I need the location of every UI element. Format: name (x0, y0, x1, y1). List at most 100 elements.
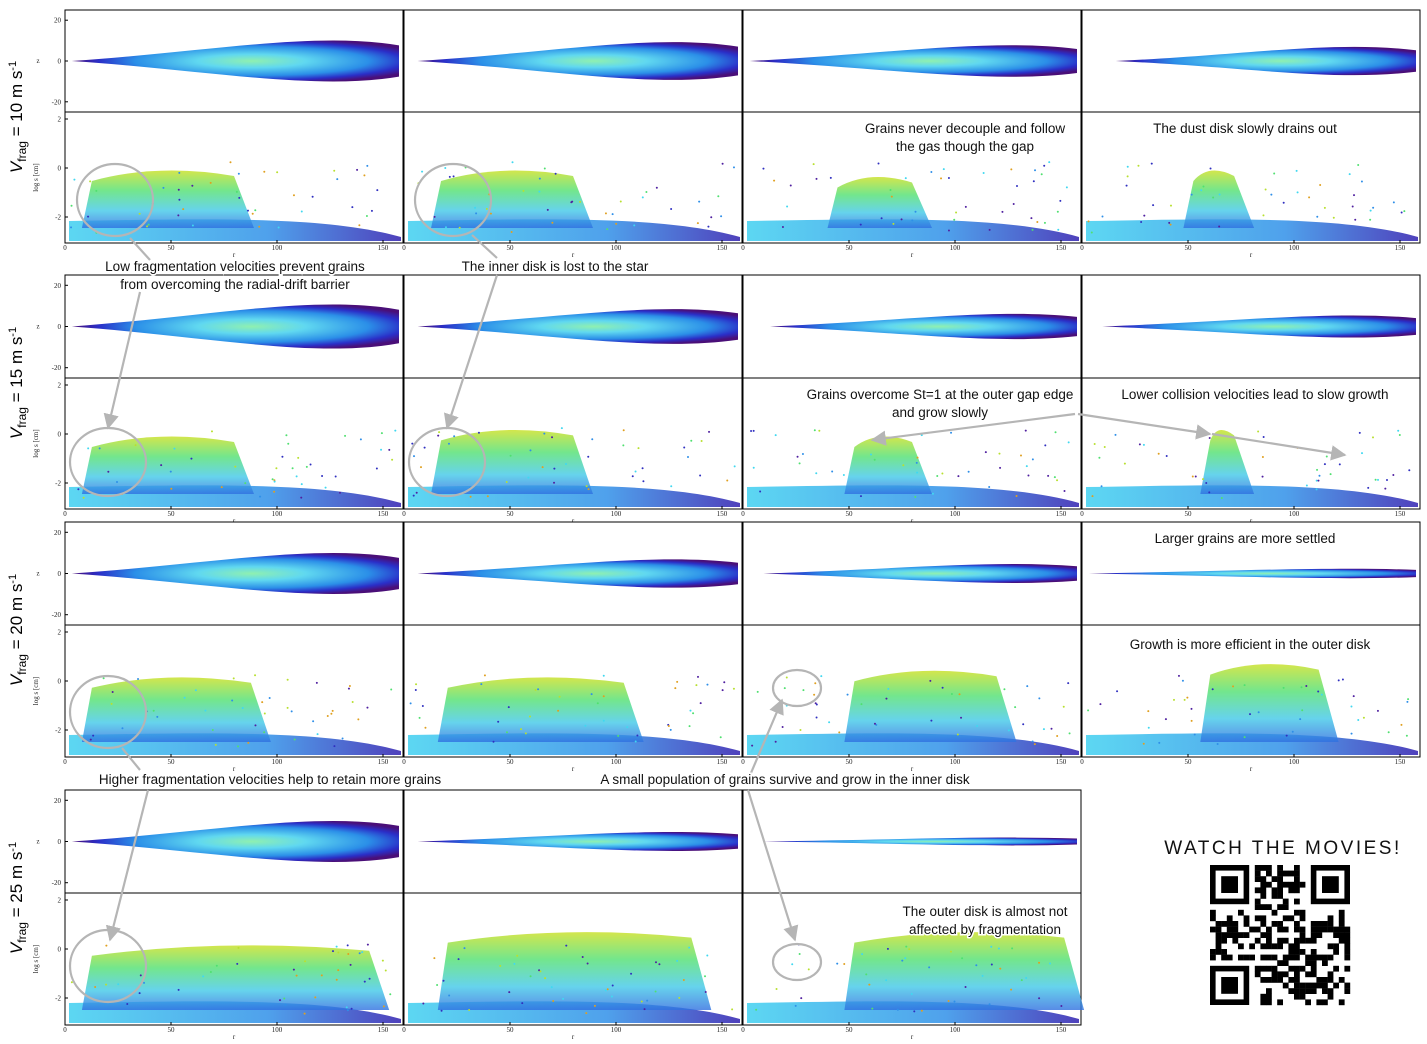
particle (1221, 497, 1223, 499)
particle (202, 975, 204, 977)
particle (293, 969, 295, 971)
particle (1152, 204, 1154, 206)
particle (905, 946, 907, 948)
particle (733, 688, 735, 690)
particle (254, 209, 256, 211)
qr-module (1277, 960, 1283, 966)
y-tick-label: 20 (54, 797, 62, 805)
particle (1190, 708, 1192, 710)
particle (816, 703, 818, 705)
particle (635, 741, 637, 743)
particle (263, 171, 265, 173)
qr-finder (1221, 876, 1238, 893)
y-tick-label: 20 (54, 282, 62, 290)
particle (433, 957, 435, 959)
particle (999, 467, 1001, 469)
particle (1147, 710, 1149, 712)
particle (347, 953, 349, 955)
qr-module (1311, 938, 1317, 944)
y-axis-label: log s [cm] (32, 429, 40, 457)
particle (1060, 1005, 1062, 1007)
particle (1339, 463, 1341, 465)
particle (1087, 709, 1089, 711)
y-axis-label: z (36, 57, 39, 65)
particle (258, 226, 260, 228)
particle (683, 979, 685, 981)
particle (1262, 214, 1264, 216)
particle (678, 997, 680, 999)
particle (1026, 465, 1028, 467)
qr-module (1283, 971, 1289, 977)
superscript: -1 (7, 327, 19, 337)
particle (579, 201, 581, 203)
particle (975, 964, 977, 966)
qr-module (1328, 927, 1334, 933)
x-tick-label: 150 (717, 758, 728, 766)
particle (274, 481, 276, 483)
particle (612, 213, 614, 215)
particle (1375, 479, 1377, 481)
particle (1038, 697, 1040, 699)
particle (352, 701, 354, 703)
particle (820, 675, 822, 677)
particle (1386, 479, 1388, 481)
particle (1063, 706, 1065, 708)
particle (606, 228, 608, 230)
particle (314, 996, 316, 998)
particle (552, 1000, 554, 1002)
qr-module (1322, 999, 1328, 1005)
particle (121, 727, 123, 729)
qr-module (1333, 949, 1339, 955)
qr-module (1272, 943, 1278, 949)
particle (388, 449, 390, 451)
particle (1208, 491, 1210, 493)
particle (513, 963, 515, 965)
particle (508, 991, 510, 993)
qr-module (1216, 943, 1222, 949)
particle (366, 165, 368, 167)
particle (847, 694, 849, 696)
qr-module (1288, 882, 1294, 888)
particle (287, 443, 289, 445)
particle (1025, 977, 1027, 979)
qr-module (1249, 943, 1255, 949)
particle (1066, 186, 1068, 188)
annotation: A small population of grains survive and… (600, 772, 969, 787)
particle (184, 697, 186, 699)
particle (297, 457, 299, 459)
particle (1283, 687, 1285, 689)
particle (655, 961, 657, 963)
particle (285, 434, 287, 436)
particle (236, 963, 238, 965)
particle (901, 960, 903, 962)
qr-module (1300, 983, 1306, 989)
qr-module (1339, 938, 1345, 944)
particle (283, 998, 285, 1000)
qr-finder (1322, 876, 1339, 893)
x-tick-label: 0 (63, 510, 67, 518)
qr-module (1216, 949, 1222, 955)
y-tick-label: 0 (58, 570, 62, 578)
particle (1191, 720, 1193, 722)
particle (561, 427, 563, 429)
qr-module (1255, 927, 1261, 933)
particle (475, 212, 477, 214)
particle (520, 728, 522, 730)
particle (499, 965, 501, 967)
particle (192, 224, 194, 226)
particle (336, 979, 338, 981)
particle (1048, 161, 1050, 163)
particle (424, 727, 426, 729)
particle (278, 226, 280, 228)
particle (170, 488, 172, 490)
y-tick-label: -2 (55, 214, 61, 222)
particle (603, 720, 605, 722)
particle (957, 733, 959, 735)
particle (292, 467, 294, 469)
qr-module (1294, 865, 1300, 871)
qr-module (1210, 955, 1216, 961)
superscript: -1 (7, 574, 19, 584)
particle (87, 216, 89, 218)
particle (92, 735, 94, 737)
particle (959, 693, 961, 695)
